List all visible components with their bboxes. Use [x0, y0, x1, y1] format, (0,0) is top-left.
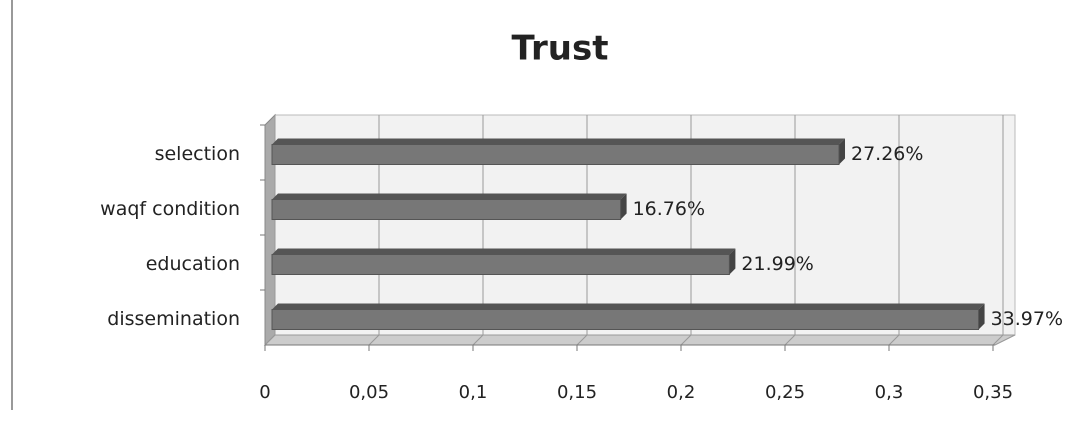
bar — [271, 303, 985, 330]
x-tick-label: 0,2 — [667, 382, 696, 403]
bar-top — [272, 138, 846, 145]
floor-grid-line — [680, 334, 692, 346]
bar — [271, 248, 736, 275]
x-tick-label: 0,35 — [973, 382, 1013, 403]
floor-grid-line — [992, 334, 1004, 346]
floor-grid-line — [264, 334, 276, 346]
bar-front — [271, 309, 980, 330]
bar-front — [271, 144, 840, 165]
bar-front — [271, 254, 730, 275]
bar-end — [978, 303, 985, 330]
x-tick-label: 0,3 — [875, 382, 904, 403]
bar — [271, 193, 627, 220]
y-tick-label: selection — [155, 143, 240, 165]
y-tick-label: education — [146, 253, 240, 275]
bar-top — [272, 303, 985, 310]
chart-title: Trust — [512, 29, 609, 69]
value-label: 33.97% — [991, 308, 1063, 330]
bar-top — [272, 193, 627, 200]
bar-end — [839, 138, 846, 165]
x-tick-label: 0,1 — [459, 382, 488, 403]
bar — [271, 138, 846, 165]
bar-top — [272, 248, 736, 255]
floor-grid-line — [368, 334, 380, 346]
floor-grid-line — [576, 334, 588, 346]
floor-grid-line — [888, 334, 900, 346]
floor-grid-line — [784, 334, 796, 346]
bar-end — [620, 193, 627, 220]
bar-front — [271, 199, 622, 220]
value-label: 16.76% — [633, 198, 705, 220]
x-tick-label: 0,15 — [557, 382, 597, 403]
y-tick-label: waqf condition — [100, 198, 240, 220]
y-tick-label: dissemination — [107, 308, 240, 330]
x-tick-label: 0,25 — [765, 382, 805, 403]
value-label: 21.99% — [741, 253, 813, 275]
floor-grid-line — [472, 334, 484, 346]
value-label: 27.26% — [851, 143, 923, 165]
x-tick-label: 0,05 — [349, 382, 389, 403]
bar-end — [729, 248, 736, 275]
x-tick-label: 0 — [259, 382, 270, 403]
